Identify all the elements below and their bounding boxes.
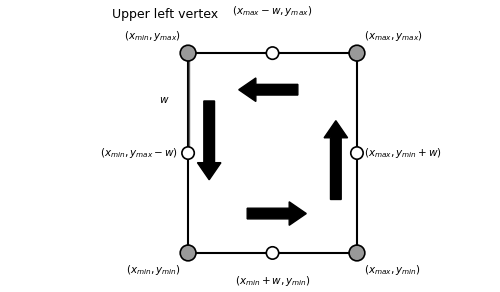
- Circle shape: [266, 247, 278, 259]
- Circle shape: [182, 147, 194, 159]
- Text: $(x_{max}, y_{min} + w)$: $(x_{max}, y_{min} + w)$: [364, 146, 442, 160]
- Text: $(x_{max}, y_{min})$: $(x_{max}, y_{min})$: [364, 263, 421, 277]
- Polygon shape: [188, 53, 357, 253]
- Circle shape: [351, 147, 363, 159]
- Text: $(x_{max}, y_{max})$: $(x_{max}, y_{max})$: [364, 29, 423, 43]
- Circle shape: [349, 45, 365, 61]
- Text: $(x_{min} + w, y_{min})$: $(x_{min} + w, y_{min})$: [234, 274, 310, 288]
- Text: $(x_{min}, y_{max} - w)$: $(x_{min}, y_{max} - w)$: [100, 146, 178, 160]
- FancyArrow shape: [238, 78, 298, 102]
- Text: $w$: $w$: [160, 95, 170, 105]
- FancyArrow shape: [324, 121, 347, 199]
- FancyArrow shape: [198, 101, 221, 180]
- Text: Upper left vertex: Upper left vertex: [112, 8, 218, 21]
- Text: $(x_{min}, y_{min})$: $(x_{min}, y_{min})$: [126, 263, 181, 277]
- Text: $(x_{max} - w, y_{max})$: $(x_{max} - w, y_{max})$: [232, 4, 312, 18]
- Circle shape: [180, 45, 196, 61]
- Circle shape: [349, 245, 365, 261]
- Circle shape: [180, 245, 196, 261]
- FancyArrow shape: [247, 202, 306, 225]
- Text: $(x_{min}, y_{max})$: $(x_{min}, y_{max})$: [124, 29, 181, 43]
- Circle shape: [266, 47, 278, 59]
